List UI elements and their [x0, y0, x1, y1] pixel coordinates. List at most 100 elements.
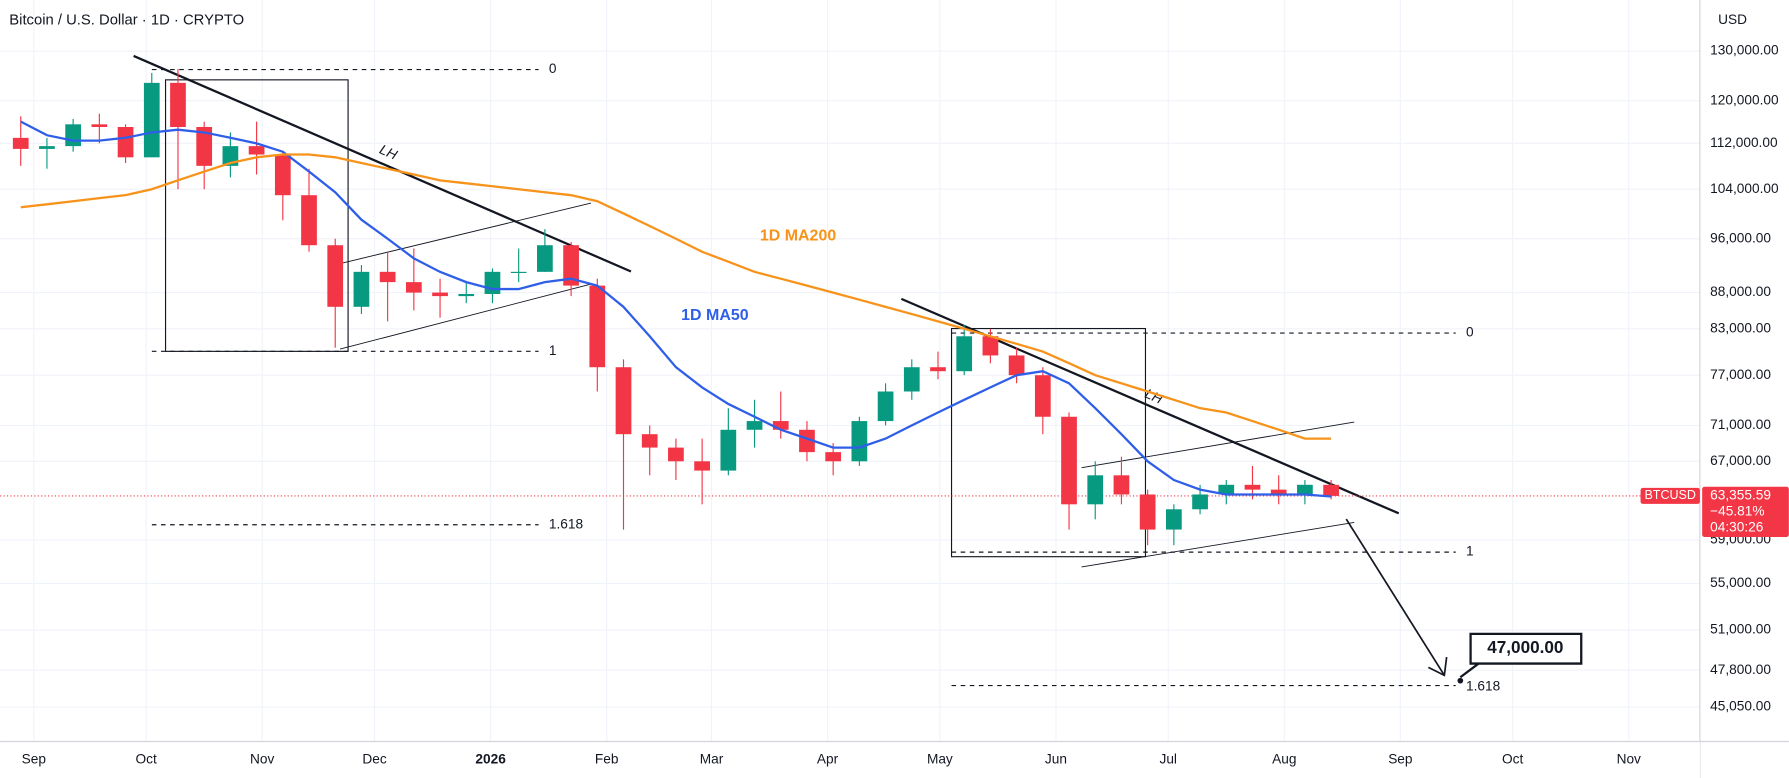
price-tag-change: −45.81% [1710, 503, 1764, 518]
x-tick-label: Feb [595, 751, 619, 766]
candle-body [91, 124, 108, 128]
target-label: 47,000.00 [1487, 638, 1563, 657]
candle-body [117, 127, 134, 158]
y-tick-label: 104,000.00 [1710, 181, 1779, 196]
x-tick-label: Mar [700, 751, 724, 766]
moving-average [20, 153, 1332, 440]
x-tick-label: Nov [250, 751, 274, 766]
candle-body [510, 271, 527, 273]
candle-body [615, 367, 632, 435]
candle-body [353, 271, 370, 307]
candle-body [641, 434, 658, 448]
ma200-label: 1D MA200 [760, 227, 836, 244]
plot: 47,000.00 [0, 69, 1700, 684]
x-tick-label: Dec [362, 751, 386, 766]
y-tick-label: 83,000.00 [1710, 320, 1771, 335]
price-axis [1699, 0, 1789, 778]
x-tick-label: Jun [1045, 751, 1067, 766]
candle-body [956, 336, 973, 372]
y-tick-label: 96,000.00 [1710, 230, 1771, 245]
fib-label: 1 [1466, 544, 1474, 559]
candle-body [772, 421, 789, 430]
y-tick-label: 112,000.00 [1710, 135, 1778, 150]
y-tick-label: 47,800.00 [1710, 662, 1771, 677]
y-tick-label: 120,000.00 [1710, 92, 1779, 107]
price-tag-countdown: 04:30:26 [1710, 519, 1763, 534]
symbol-label: BTCUSD [1644, 488, 1696, 502]
candle-body [563, 245, 579, 286]
price-tag [1702, 486, 1789, 537]
candle-body [746, 421, 763, 430]
candle-body [668, 447, 684, 462]
fib-lines [151, 69, 1456, 687]
candle-body [39, 146, 55, 149]
candle-body [720, 429, 737, 471]
candle-body [1139, 494, 1156, 530]
y-tick-label: 130,000.00 [1710, 43, 1779, 58]
candle-body [12, 137, 29, 149]
candle-body [379, 271, 396, 283]
candle-body [458, 293, 475, 297]
candle-body [1192, 494, 1208, 510]
channel-line [330, 202, 592, 267]
price-tag-value: 63,355.59 [1710, 488, 1771, 503]
axis-labels: 130,000.00 120,000.00 112,000.00 104,000.00… [22, 43, 1789, 766]
channel-line [1081, 522, 1355, 568]
candle-body [877, 391, 894, 422]
candle-body [484, 271, 501, 294]
candle-body [589, 285, 606, 368]
ma50-label: 1D MA50 [681, 307, 749, 324]
candle-body [65, 124, 82, 147]
candle-body [1061, 416, 1077, 505]
arrow [1345, 518, 1446, 676]
symbol-tag [1640, 487, 1700, 504]
candle-body [1297, 484, 1313, 495]
candle-body [851, 421, 868, 462]
channel-line [339, 283, 592, 350]
candle-body [799, 429, 815, 453]
x-tick-label: Oct [1502, 751, 1523, 766]
candle-body [537, 245, 553, 272]
trend-line [133, 54, 632, 273]
candle-body [196, 127, 213, 166]
currency: USD [1718, 12, 1747, 27]
fib-label: 0 [1466, 325, 1474, 340]
channel-line [1081, 421, 1355, 469]
candle-body [1165, 509, 1182, 530]
y-tick-label: 67,000.00 [1710, 453, 1771, 468]
candle-body [982, 336, 999, 356]
fib-label: 1 [549, 343, 557, 358]
x-tick-label: Aug [1272, 751, 1296, 766]
candle-body [170, 82, 186, 128]
candle-body [143, 82, 160, 158]
candle-body [432, 292, 448, 297]
x-tick-label: 2026 [475, 751, 506, 766]
fib-label: 1.618 [1466, 678, 1501, 693]
x-tick-label: Sep [1388, 751, 1413, 766]
x-tick-label: May [927, 751, 953, 766]
time-axis [0, 741, 1700, 778]
candle-body [1087, 475, 1104, 505]
y-tick-label: 77,000.00 [1710, 367, 1771, 382]
y-tick-label: 45,050.00 [1710, 699, 1771, 714]
candle-body [930, 367, 946, 372]
fib-label: 0 [549, 61, 557, 76]
y-tick-label: 88,000.00 [1710, 284, 1771, 299]
candle-body [405, 282, 422, 293]
candle-body [694, 461, 710, 471]
x-tick-label: Sep [22, 751, 47, 766]
candle-body [248, 146, 265, 155]
candle-body [274, 154, 291, 196]
candle-body [1008, 355, 1025, 376]
candle-body [825, 452, 842, 462]
x-tick-label: Apr [817, 751, 839, 766]
y-tick-label: 51,000.00 [1710, 622, 1771, 637]
x-tick-label: Jul [1160, 751, 1177, 766]
candle-body [327, 245, 344, 307]
y-tick-label: 71,000.00 [1710, 417, 1771, 432]
candle-body [1270, 489, 1287, 495]
target-callout [1459, 632, 1583, 679]
lh-label: LH [377, 142, 399, 163]
target-point [1457, 677, 1464, 684]
